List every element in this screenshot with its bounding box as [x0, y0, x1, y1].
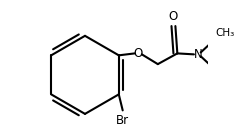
- Text: O: O: [134, 47, 143, 60]
- Text: CH₃: CH₃: [216, 28, 235, 38]
- Text: N: N: [194, 48, 202, 61]
- Text: Br: Br: [116, 114, 129, 127]
- Text: O: O: [169, 10, 178, 23]
